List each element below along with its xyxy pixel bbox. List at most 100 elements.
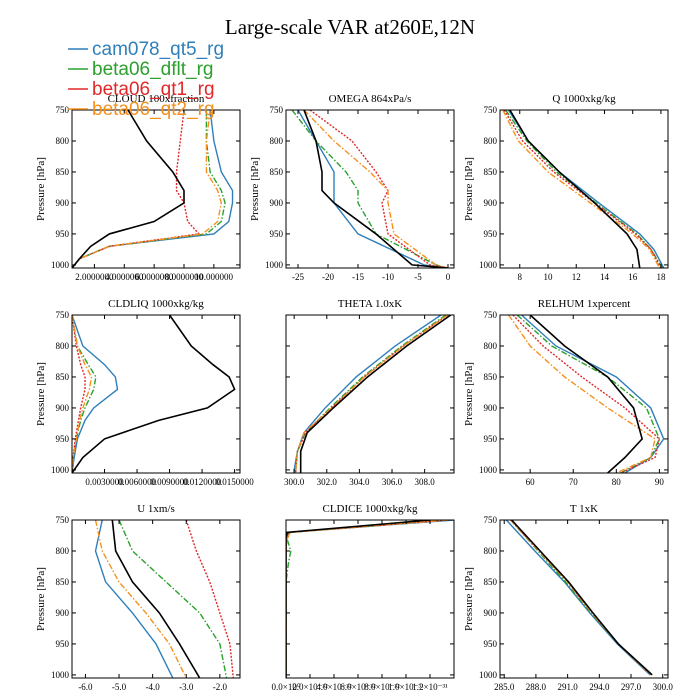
legend-entry: beta06_qt2_rg: [92, 99, 215, 120]
y-tick-label: 950: [56, 434, 70, 444]
panels-group: CLOUD 100xfraction75080085090095010002.0…: [35, 93, 673, 692]
series-line-4: [299, 315, 452, 473]
series-line-1: [295, 315, 447, 473]
x-tick-label: 1.2×10⁻³¹: [412, 682, 448, 692]
y-tick-label: 850: [484, 167, 498, 177]
plot-frame: [499, 519, 669, 679]
x-tick-label: 304.0: [349, 477, 370, 487]
y-tick-label: 950: [56, 639, 70, 649]
panel-title: U 1xm/s: [137, 503, 175, 515]
series-line-3: [502, 110, 661, 268]
x-tick-label: 300.0: [284, 477, 305, 487]
x-tick-label: 14: [600, 272, 610, 282]
series-line-0: [72, 110, 234, 268]
y-tick-label: 900: [484, 403, 498, 413]
series-line-2: [309, 110, 449, 268]
series-line-0: [72, 315, 119, 473]
series-line-4: [529, 315, 644, 473]
x-tick-label: 288.0: [526, 682, 547, 692]
y-tick-label: 850: [484, 372, 498, 382]
series-line-0: [507, 110, 665, 268]
y-tick-label: 1000: [265, 260, 284, 270]
y-tick-label: 750: [56, 310, 70, 320]
series-line-0: [94, 520, 174, 678]
panel-7: CLDICE 1000xkg/kg 0.0×10⁰2.0×10⁻³²4.0×10⁻…: [272, 503, 455, 692]
x-tick-label: 90: [655, 477, 665, 487]
y-tick-label: 1000: [51, 670, 70, 680]
series-line-3: [295, 315, 448, 473]
x-tick-label: 10.000000: [195, 272, 234, 282]
series-line-2: [503, 110, 662, 268]
y-tick-label: 850: [56, 372, 70, 382]
x-tick-label: 0: [446, 272, 451, 282]
y-tick-label: 850: [56, 577, 70, 587]
x-tick-label: 308.0: [415, 477, 436, 487]
series-line-3: [72, 110, 223, 268]
x-tick-label: 16: [628, 272, 638, 282]
y-tick-label: 750: [484, 105, 498, 115]
legend-entry: beta06_dflt_rg: [92, 59, 214, 80]
series-line-3: [286, 520, 449, 678]
x-tick-label: -5.0: [112, 682, 127, 692]
y-axis-label: Pressure [hPa]: [35, 362, 47, 426]
panel-title: CLDICE 1000xkg/kg: [322, 503, 418, 515]
plot-frame: [285, 314, 455, 474]
y-tick-label: 800: [56, 341, 70, 351]
y-tick-label: 850: [484, 577, 498, 587]
panel-title: RELHUM 1xpercent: [538, 298, 631, 310]
series-line-0: [293, 315, 442, 473]
panel-1: OMEGA 864xPa/s 750 800 850 900 950 1000 -25 -20 -…: [249, 93, 455, 282]
x-tick-label: 4.0000000: [105, 272, 144, 282]
panel-title: CLOUD 100xfraction: [108, 93, 205, 105]
x-tick-label: 8.0000000: [165, 272, 204, 282]
legend: cam078_qt5_rgbeta06_dflt_rgbeta06_qt1_rg…: [68, 39, 224, 120]
y-tick-label: 800: [484, 341, 498, 351]
series-line-3: [94, 520, 187, 678]
series-line-0: [297, 110, 449, 268]
plot-frame: [71, 109, 241, 269]
series-line-1: [510, 520, 652, 676]
x-tick-label: -15: [352, 272, 364, 282]
plot-frame: [285, 519, 455, 679]
x-tick-label: 60: [526, 477, 536, 487]
x-tick-label: 8: [518, 272, 523, 282]
x-tick-label: 302.0: [317, 477, 338, 487]
y-tick-label: 850: [56, 167, 70, 177]
x-tick-label: 291.0: [557, 682, 578, 692]
x-tick-label: 80: [612, 477, 622, 487]
series-line-4: [286, 520, 431, 678]
series-line-0: [505, 520, 651, 676]
plot-frame: [499, 314, 669, 474]
plot-frame: [499, 109, 669, 269]
y-tick-label: 800: [270, 136, 284, 146]
y-tick-label: 1000: [479, 465, 498, 475]
y-tick-label: 800: [484, 546, 498, 556]
plot-frame: [71, 314, 241, 474]
x-tick-label: 294.0: [589, 682, 610, 692]
y-tick-label: 800: [56, 136, 70, 146]
y-axis-label: Pressure [hPa]: [463, 362, 475, 426]
y-tick-label: 900: [56, 198, 70, 208]
y-tick-label: 950: [484, 434, 498, 444]
y-tick-label: 900: [56, 608, 70, 618]
x-tick-label: 0.0×10⁰: [272, 682, 301, 692]
x-tick-label: -20: [322, 272, 334, 282]
series-line-2: [72, 110, 201, 268]
x-tick-label: -10: [382, 272, 394, 282]
series-line-0: [286, 520, 454, 678]
y-tick-label: 750: [56, 105, 70, 115]
x-tick-label: 0.0090000: [150, 477, 189, 487]
y-tick-label: 900: [270, 198, 284, 208]
y-tick-label: 850: [270, 167, 284, 177]
panel-0: CLOUD 100xfraction 750 800 850 900 950 1000 2.0…: [35, 93, 241, 282]
y-tick-label: 1000: [479, 260, 498, 270]
y-tick-label: 800: [56, 546, 70, 556]
y-axis-label: Pressure [hPa]: [463, 157, 475, 221]
y-tick-label: 1000: [51, 465, 70, 475]
plot-frame: [71, 519, 241, 679]
series-line-3: [72, 315, 93, 473]
panel-title: T 1xK: [570, 503, 598, 515]
series-line-4: [511, 520, 653, 676]
x-tick-label: 2.0×10⁻³²: [292, 682, 328, 692]
